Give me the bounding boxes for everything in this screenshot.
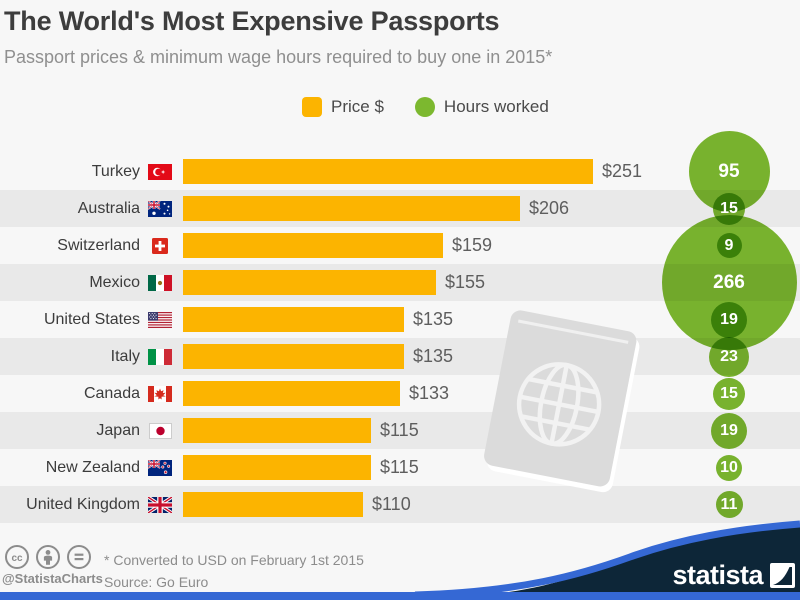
- statista-charts-handle: @StatistaCharts: [2, 571, 103, 586]
- country-label: United Kingdom: [26, 495, 140, 513]
- price-value-label: $206: [529, 198, 570, 218]
- flag-gb-icon: [148, 496, 172, 513]
- hours-bubble-label: 15: [720, 199, 738, 217]
- price-value-label: $110: [372, 494, 411, 514]
- flag-jp-icon: [148, 422, 172, 439]
- page-subtitle: Passport prices & minimum wage hours req…: [4, 47, 553, 67]
- hours-bubble-label: 9: [724, 236, 734, 254]
- hours-legend-label: Hours worked: [443, 96, 549, 116]
- price-bar: [183, 344, 404, 369]
- price-bar: [183, 492, 363, 517]
- flag-tr-icon: [148, 163, 172, 180]
- country-label: Switzerland: [57, 236, 140, 254]
- price-value-label: $135: [413, 346, 454, 366]
- price-bar: [183, 233, 443, 258]
- price-legend-swatch-icon: [302, 96, 322, 117]
- cc-license-icons: cc: [4, 544, 92, 570]
- hours-bubble: [716, 454, 742, 481]
- statista-wordmark: statista: [672, 560, 763, 590]
- brand-wave: [0, 520, 800, 600]
- table-row: Italy $135: [0, 338, 800, 375]
- hours-bubble: [715, 491, 743, 518]
- flag-mx-icon: [148, 274, 172, 291]
- country-label: Canada: [83, 384, 140, 402]
- footnotes: * Converted to USD on February 1st 2015 …: [104, 549, 364, 593]
- flag-ch-icon: [148, 237, 172, 254]
- hours-bubble: [711, 301, 747, 338]
- price-value-label: $155: [445, 272, 486, 292]
- footnote-conversion: * Converted to USD on February 1st 2015: [104, 552, 364, 568]
- price-bar: [183, 418, 371, 443]
- page-title: The World's Most Expensive Passports: [4, 6, 500, 36]
- table-row: Turkey $251: [0, 153, 800, 190]
- passport-watermark-icon: [484, 310, 640, 493]
- price-value-label: $115: [380, 457, 419, 477]
- table-row: United Kingdom $110: [0, 486, 800, 523]
- country-label: Mexico: [89, 273, 140, 291]
- price-value-label: $159: [452, 235, 493, 255]
- hours-bubble: [711, 412, 747, 449]
- svg-text:cc: cc: [11, 553, 23, 564]
- hours-bubble: [713, 377, 745, 410]
- hours-bubble-label: 19: [720, 421, 738, 439]
- hours-bubble-label: 19: [720, 310, 738, 328]
- country-label: United States: [43, 310, 140, 328]
- table-row: Canada $133: [0, 375, 800, 412]
- country-label: Australia: [77, 199, 140, 217]
- statista-logo-icon: [770, 563, 795, 588]
- cc-equal-icon: [67, 545, 91, 569]
- hours-bubble-label: 10: [720, 458, 738, 476]
- country-label: New Zealand: [45, 458, 140, 476]
- statista-brand: statista: [672, 560, 795, 591]
- price-bar: [183, 196, 520, 221]
- price-bar: [183, 159, 593, 184]
- chart-rows: Turkey $251 Australia $206 Switzerland $…: [0, 153, 800, 523]
- table-row: Australia $206: [0, 190, 800, 227]
- price-legend-label: Price $: [331, 96, 384, 116]
- hours-bubble: [709, 336, 749, 377]
- price-bar: [183, 307, 404, 332]
- price-bar: [183, 270, 436, 295]
- table-row: Japan $115: [0, 412, 800, 449]
- hours-bubble-label: 23: [720, 347, 738, 365]
- hours-legend-swatch-icon: [414, 96, 435, 117]
- price-bar: [183, 455, 371, 480]
- price-value-label: $251: [602, 161, 643, 181]
- footnote-source: Source: Go Euro: [104, 574, 209, 590]
- flag-it-icon: [148, 348, 172, 365]
- flag-ca-icon: [148, 385, 172, 402]
- country-label: Turkey: [91, 162, 140, 180]
- table-row: United States $135: [0, 301, 800, 338]
- hours-bubble-label: 11: [720, 495, 738, 513]
- table-row: New Zealand $115: [0, 449, 800, 486]
- price-value-label: $135: [413, 309, 454, 329]
- flag-us-icon: [148, 311, 172, 328]
- table-row: Switzerland $159: [0, 227, 800, 264]
- flag-nz-icon: [148, 459, 172, 476]
- cc-icon: cc: [5, 545, 29, 569]
- price-value-label: $115: [380, 420, 419, 440]
- legend: Price $ Hours worked: [302, 96, 549, 117]
- hours-bubble-label: 266: [713, 271, 745, 293]
- hours-bubble-label: 15: [720, 384, 738, 402]
- flag-au-icon: [148, 200, 172, 217]
- price-value-label: $133: [409, 383, 450, 403]
- hours-bubble-label: 95: [718, 160, 740, 182]
- price-bar: [183, 381, 400, 406]
- country-label: Japan: [96, 421, 140, 439]
- country-label: Italy: [110, 347, 140, 365]
- cc-attribution-icon: [36, 545, 60, 569]
